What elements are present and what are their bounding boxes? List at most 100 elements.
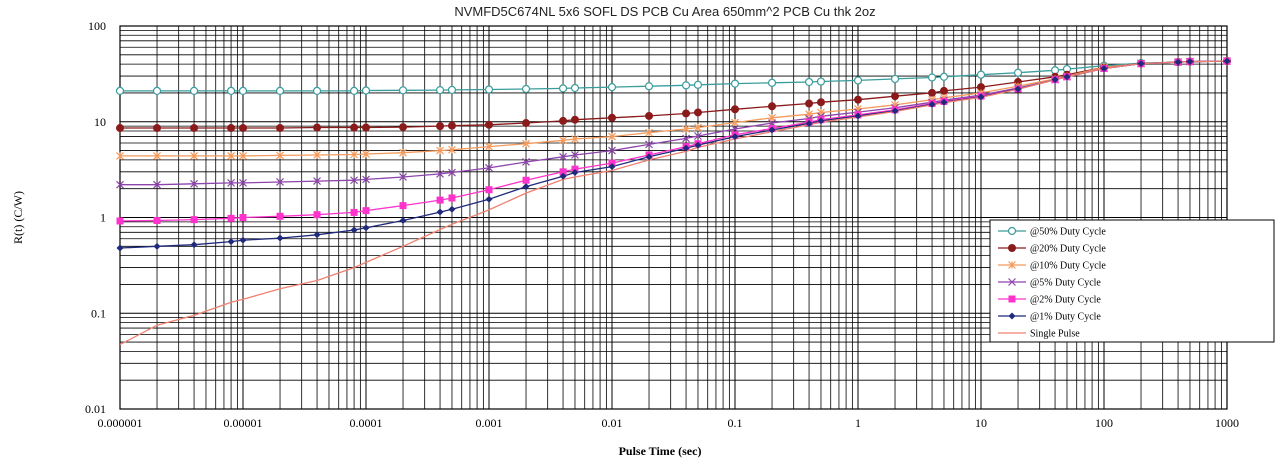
chart-title: NVMFD5C674NL 5x6 SOFL DS PCB Cu Area 650…	[454, 4, 875, 19]
legend-label: @20% Duty Cycle	[1030, 244, 1106, 255]
data-point	[313, 177, 321, 186]
data-point	[276, 124, 285, 133]
data-point	[939, 72, 949, 81]
data-point	[767, 78, 777, 87]
x-tick-label: 10	[975, 416, 987, 430]
data-point	[940, 98, 948, 106]
data-point	[349, 86, 359, 95]
data-point	[681, 81, 691, 90]
series-line	[120, 60, 1228, 186]
data-point	[570, 115, 579, 124]
data-point	[399, 173, 407, 181]
data-point	[239, 124, 247, 133]
data-point	[448, 194, 456, 202]
data-point	[976, 70, 986, 79]
data-point	[276, 151, 284, 160]
data-point	[189, 86, 199, 95]
data-point	[350, 176, 359, 185]
data-point	[522, 176, 530, 184]
x-tick-label: 0.1	[728, 416, 743, 430]
data-point	[448, 145, 456, 154]
data-point	[645, 140, 653, 149]
data-point	[694, 132, 702, 140]
data-point	[1137, 60, 1145, 68]
data-point	[891, 92, 900, 101]
data-point	[804, 77, 814, 87]
y-tick-label: 100	[88, 19, 106, 33]
data-point	[1013, 68, 1023, 77]
legend-label: @2% Duty Cycle	[1030, 295, 1101, 306]
series-markers	[115, 56, 1232, 252]
data-point	[484, 85, 494, 94]
data-point	[1186, 58, 1194, 66]
data-point	[571, 151, 579, 159]
data-point	[227, 151, 236, 160]
data-point	[190, 151, 198, 160]
data-point	[559, 168, 567, 176]
data-point	[730, 79, 740, 88]
data-point	[559, 116, 568, 125]
data-point	[570, 83, 580, 93]
data-point	[571, 169, 579, 177]
data-point	[115, 86, 125, 95]
legend-box	[989, 219, 1275, 343]
x-tick-label: 100	[1095, 416, 1113, 430]
data-point	[522, 119, 531, 128]
data-point	[928, 88, 937, 97]
x-tick-label: 0.00001	[224, 416, 263, 430]
x-tick-label: 0.0001	[350, 416, 383, 430]
data-point	[1008, 278, 1016, 286]
y-tick-label: 0.1	[91, 306, 106, 320]
y-tick-label: 0.01	[85, 402, 106, 416]
legend-label: @1% Duty Cycle	[1030, 312, 1101, 323]
data-point	[361, 86, 371, 95]
x-tick-label: 0.001	[476, 416, 503, 430]
data-point	[1008, 312, 1016, 320]
data-point	[1051, 76, 1059, 84]
data-point	[275, 86, 285, 95]
data-point	[350, 123, 359, 132]
y-axis-tick-labels: 0.01 0.1 1 10 100	[85, 19, 106, 416]
data-point	[313, 211, 321, 219]
data-point	[447, 85, 457, 95]
data-point	[608, 163, 616, 171]
data-point	[731, 118, 739, 127]
data-point	[768, 102, 777, 111]
data-point	[153, 151, 161, 160]
data-point	[805, 99, 814, 108]
data-point	[521, 84, 531, 94]
data-point	[559, 172, 567, 180]
data-point	[190, 216, 198, 224]
data-point	[1100, 64, 1108, 72]
data-point	[227, 238, 235, 246]
data-point	[1007, 226, 1017, 236]
data-point	[485, 195, 493, 203]
data-point	[939, 86, 948, 95]
x-axis-label: Pulse Time (sec)	[619, 444, 702, 458]
x-tick-label: 0.01	[602, 416, 623, 430]
data-point	[571, 135, 579, 143]
data-point	[854, 112, 862, 120]
data-point	[362, 175, 370, 184]
data-point	[977, 93, 985, 101]
data-point	[152, 86, 162, 95]
data-point	[239, 151, 247, 160]
data-point	[239, 214, 247, 221]
legend-label: @50% Duty Cycle	[1030, 227, 1106, 238]
data-point	[645, 128, 653, 137]
data-point	[608, 146, 616, 155]
data-point	[1223, 57, 1231, 65]
y-axis-label: R(t) (C/W)	[11, 191, 25, 244]
data-point	[558, 84, 568, 93]
data-point	[731, 125, 739, 133]
data-point	[238, 86, 248, 95]
data-point	[805, 119, 813, 127]
data-point	[116, 124, 124, 133]
legend-label: @10% Duty Cycle	[1030, 261, 1106, 272]
data-point	[694, 141, 702, 149]
data-point	[485, 120, 493, 129]
data-point	[227, 124, 236, 133]
data-point	[1174, 58, 1182, 66]
data-point	[398, 86, 408, 95]
series-markers-group	[116, 57, 1231, 160]
